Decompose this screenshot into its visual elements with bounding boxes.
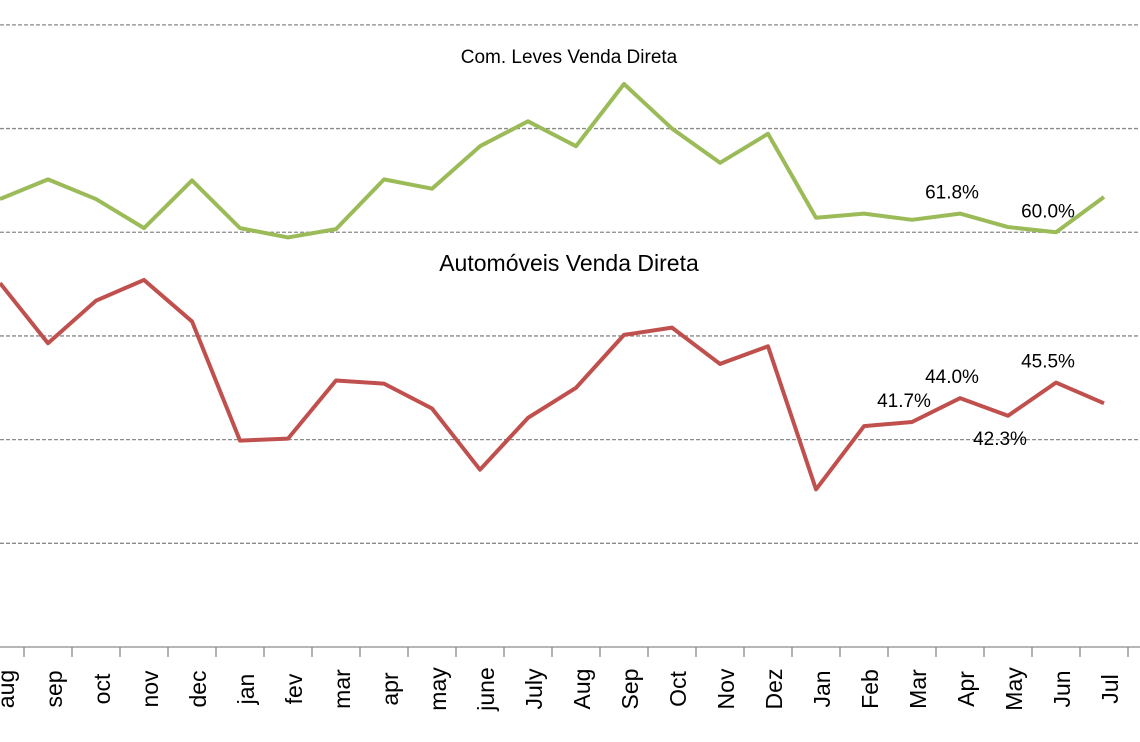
x-tick-label: june [473, 667, 499, 711]
x-tick-label: Jun [1049, 670, 1075, 707]
series-title: Com. Leves Venda Direta [461, 47, 678, 68]
x-tick-label: Jul [1097, 674, 1123, 703]
x-tick-label: Nov [713, 668, 739, 709]
x-tick-label: Dez [761, 669, 787, 710]
x-tick-label: oct [89, 673, 115, 704]
data-label: 45.5% [1021, 352, 1075, 373]
x-tick-label: sep [41, 670, 67, 707]
x-tick-label: Feb [857, 669, 883, 709]
x-tick-label: mar [329, 669, 355, 709]
data-label: 61.8% [925, 183, 979, 204]
x-tick-label: may [425, 667, 451, 711]
x-tick-label: Oct [665, 671, 691, 707]
x-tick-label: Apr [953, 671, 979, 707]
data-label: 60.0% [1021, 201, 1075, 222]
x-tick-label: May [1001, 667, 1027, 711]
data-label: 44.0% [925, 367, 979, 388]
x-tick-label: Aug [569, 669, 595, 710]
x-tick-label: Sep [617, 669, 643, 710]
series-line [0, 81, 1106, 240]
x-tick-label: nov [137, 670, 163, 708]
x-tick-label: July [521, 668, 547, 709]
x-tick-label: Jan [809, 670, 835, 707]
series-line [0, 277, 1105, 492]
x-tick-label: dec [185, 670, 211, 707]
series-title: Automóveis Venda Direta [439, 250, 699, 276]
x-tick-label: jan [233, 674, 259, 706]
x-tick-label: Mar [905, 669, 931, 709]
x-tick-label: apr [377, 672, 403, 706]
x-tick-label: fev [281, 673, 307, 704]
x-tick-label: aug [0, 670, 19, 708]
data-label: 41.7% [877, 391, 931, 412]
data-label: 42.3% [973, 429, 1027, 450]
